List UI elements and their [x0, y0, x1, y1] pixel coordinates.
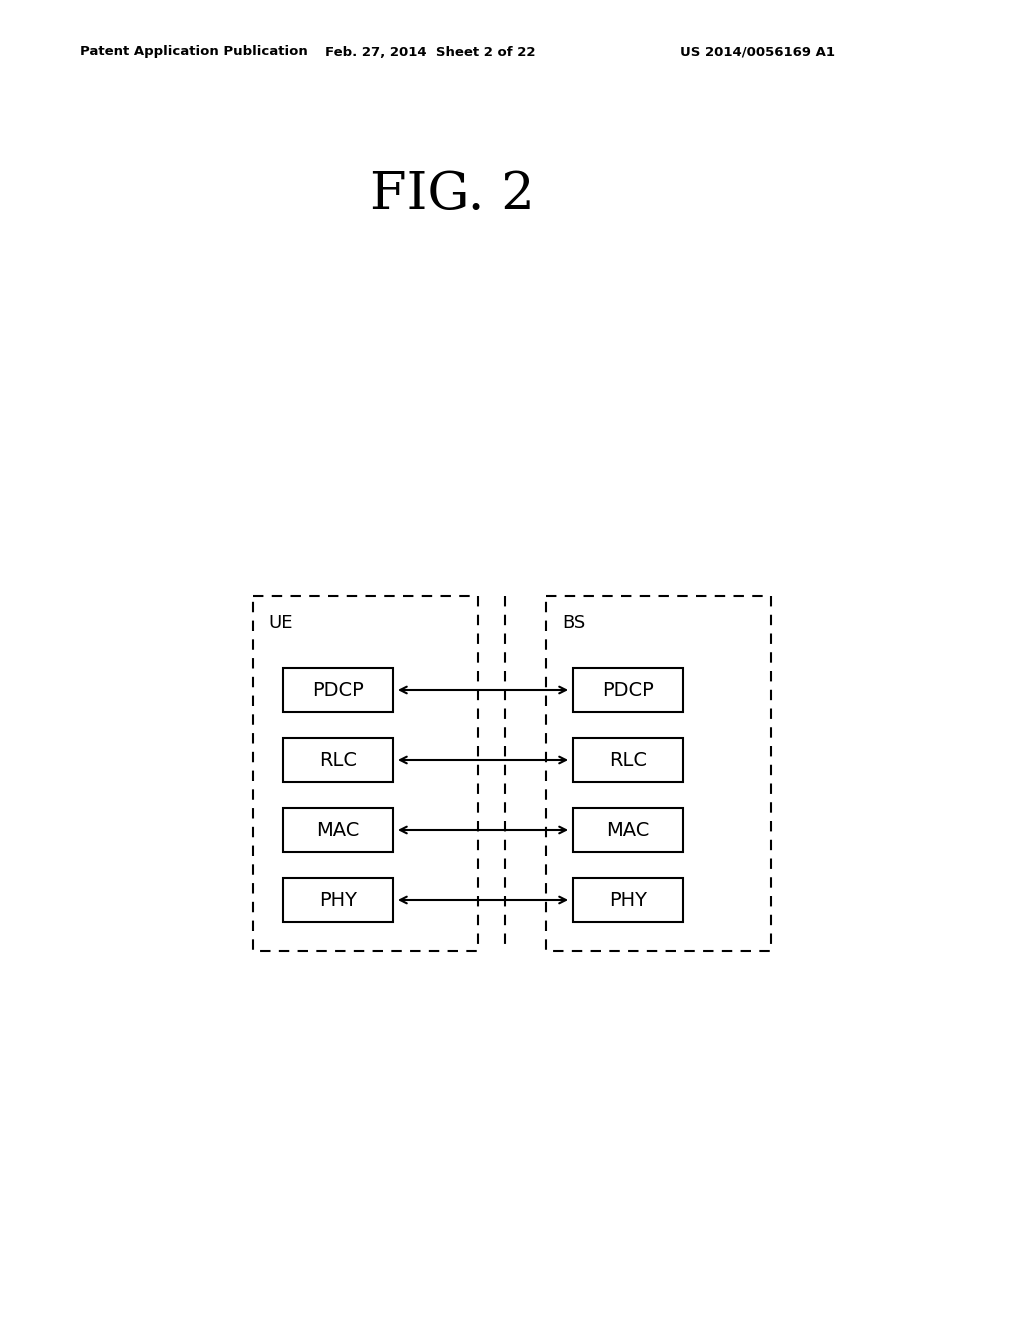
Text: US 2014/0056169 A1: US 2014/0056169 A1	[680, 45, 835, 58]
Bar	[283, 808, 393, 851]
Text: PHY: PHY	[319, 891, 357, 909]
Text: MAC: MAC	[606, 821, 649, 840]
Text: UE: UE	[268, 614, 293, 632]
Bar	[253, 597, 478, 950]
Text: PDCP: PDCP	[312, 681, 364, 700]
Bar	[546, 597, 771, 950]
Bar	[573, 808, 683, 851]
Text: MAC: MAC	[316, 821, 359, 840]
Text: Patent Application Publication: Patent Application Publication	[80, 45, 308, 58]
Text: RLC: RLC	[319, 751, 357, 770]
Bar	[283, 738, 393, 781]
Text: FIG. 2: FIG. 2	[370, 169, 535, 220]
Text: PDCP: PDCP	[602, 681, 654, 700]
Bar	[573, 738, 683, 781]
Bar	[283, 668, 393, 711]
Text: PHY: PHY	[609, 891, 647, 909]
Bar	[283, 878, 393, 921]
Text: Feb. 27, 2014  Sheet 2 of 22: Feb. 27, 2014 Sheet 2 of 22	[325, 45, 536, 58]
Text: RLC: RLC	[609, 751, 647, 770]
Bar	[573, 878, 683, 921]
Text: BS: BS	[562, 614, 586, 632]
Bar	[573, 668, 683, 711]
